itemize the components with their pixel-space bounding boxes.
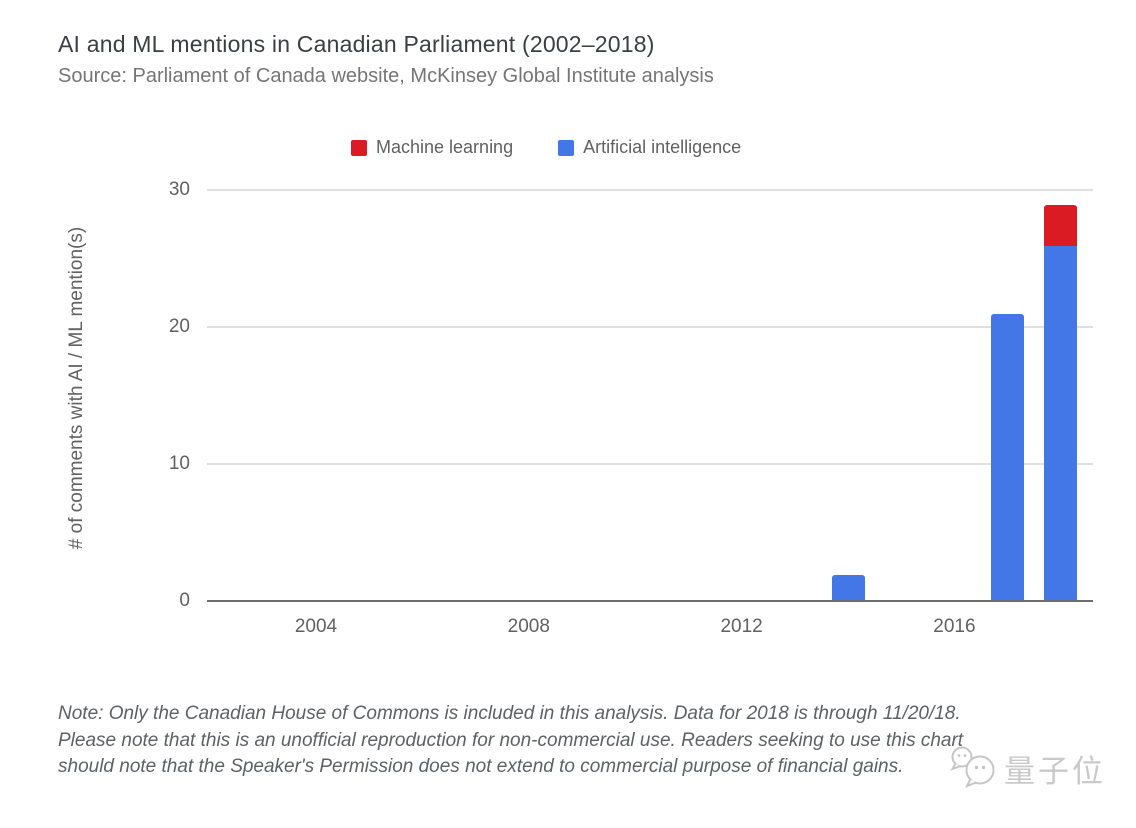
legend-item-artificial-intelligence: Artificial intelligence bbox=[558, 137, 741, 158]
bar-2018-artificial-intelligence bbox=[1044, 245, 1078, 602]
watermark: 量子位 bbox=[948, 744, 1106, 792]
bar-2014-artificial-intelligence bbox=[831, 574, 865, 602]
gridline-10 bbox=[207, 463, 1093, 465]
x-tick-label-2004: 2004 bbox=[294, 616, 338, 637]
gridline-30 bbox=[207, 189, 1093, 191]
watermark-text: 量子位 bbox=[1004, 753, 1106, 790]
legend-label-machine-learning: Machine learning bbox=[376, 137, 514, 157]
y-tick-label-20: 20 bbox=[168, 316, 190, 337]
footnote-line-1: Note: Only the Canadian House of Commons… bbox=[58, 703, 961, 724]
footnote-line-3: should note that the Speaker's Permissio… bbox=[58, 756, 904, 777]
x-tick-label-2008: 2008 bbox=[507, 616, 550, 637]
x-tick-label-2012: 2012 bbox=[720, 616, 763, 637]
plot-area: 0 10 20 30 2004 2008 2012 2016 bbox=[169, 170, 1093, 637]
chart-title: AI and ML mentions in Canadian Parliamen… bbox=[58, 31, 655, 57]
y-tick-label-0: 0 bbox=[179, 590, 190, 611]
bar-2018-machine-learning bbox=[1044, 204, 1078, 246]
y-tick-label-10: 10 bbox=[168, 453, 190, 474]
gridline-20 bbox=[207, 326, 1093, 328]
y-axis-title: # of comments with AI / ML mention(s) bbox=[66, 226, 87, 550]
footnote-line-2: Please note that this is an unofficial r… bbox=[58, 729, 964, 751]
legend-swatch-artificial-intelligence bbox=[558, 139, 575, 156]
chart-source: Source: Parliament of Canada website, Mc… bbox=[58, 65, 714, 87]
x-axis-line bbox=[207, 600, 1093, 602]
x-tick-label-2016: 2016 bbox=[933, 616, 976, 637]
footnote: Note: Only the Canadian House of Commons… bbox=[58, 701, 963, 781]
qbitai-chat-bubbles-logo-icon bbox=[950, 746, 995, 788]
bar-2017-artificial-intelligence bbox=[991, 314, 1025, 602]
legend-item-machine-learning: Machine learning bbox=[351, 137, 513, 158]
y-tick-label-30: 30 bbox=[168, 179, 190, 200]
legend-label-artificial-intelligence: Artificial intelligence bbox=[583, 137, 742, 157]
legend-swatch-machine-learning bbox=[351, 139, 367, 156]
legend: Machine learning Artificial intelligence bbox=[351, 137, 741, 158]
